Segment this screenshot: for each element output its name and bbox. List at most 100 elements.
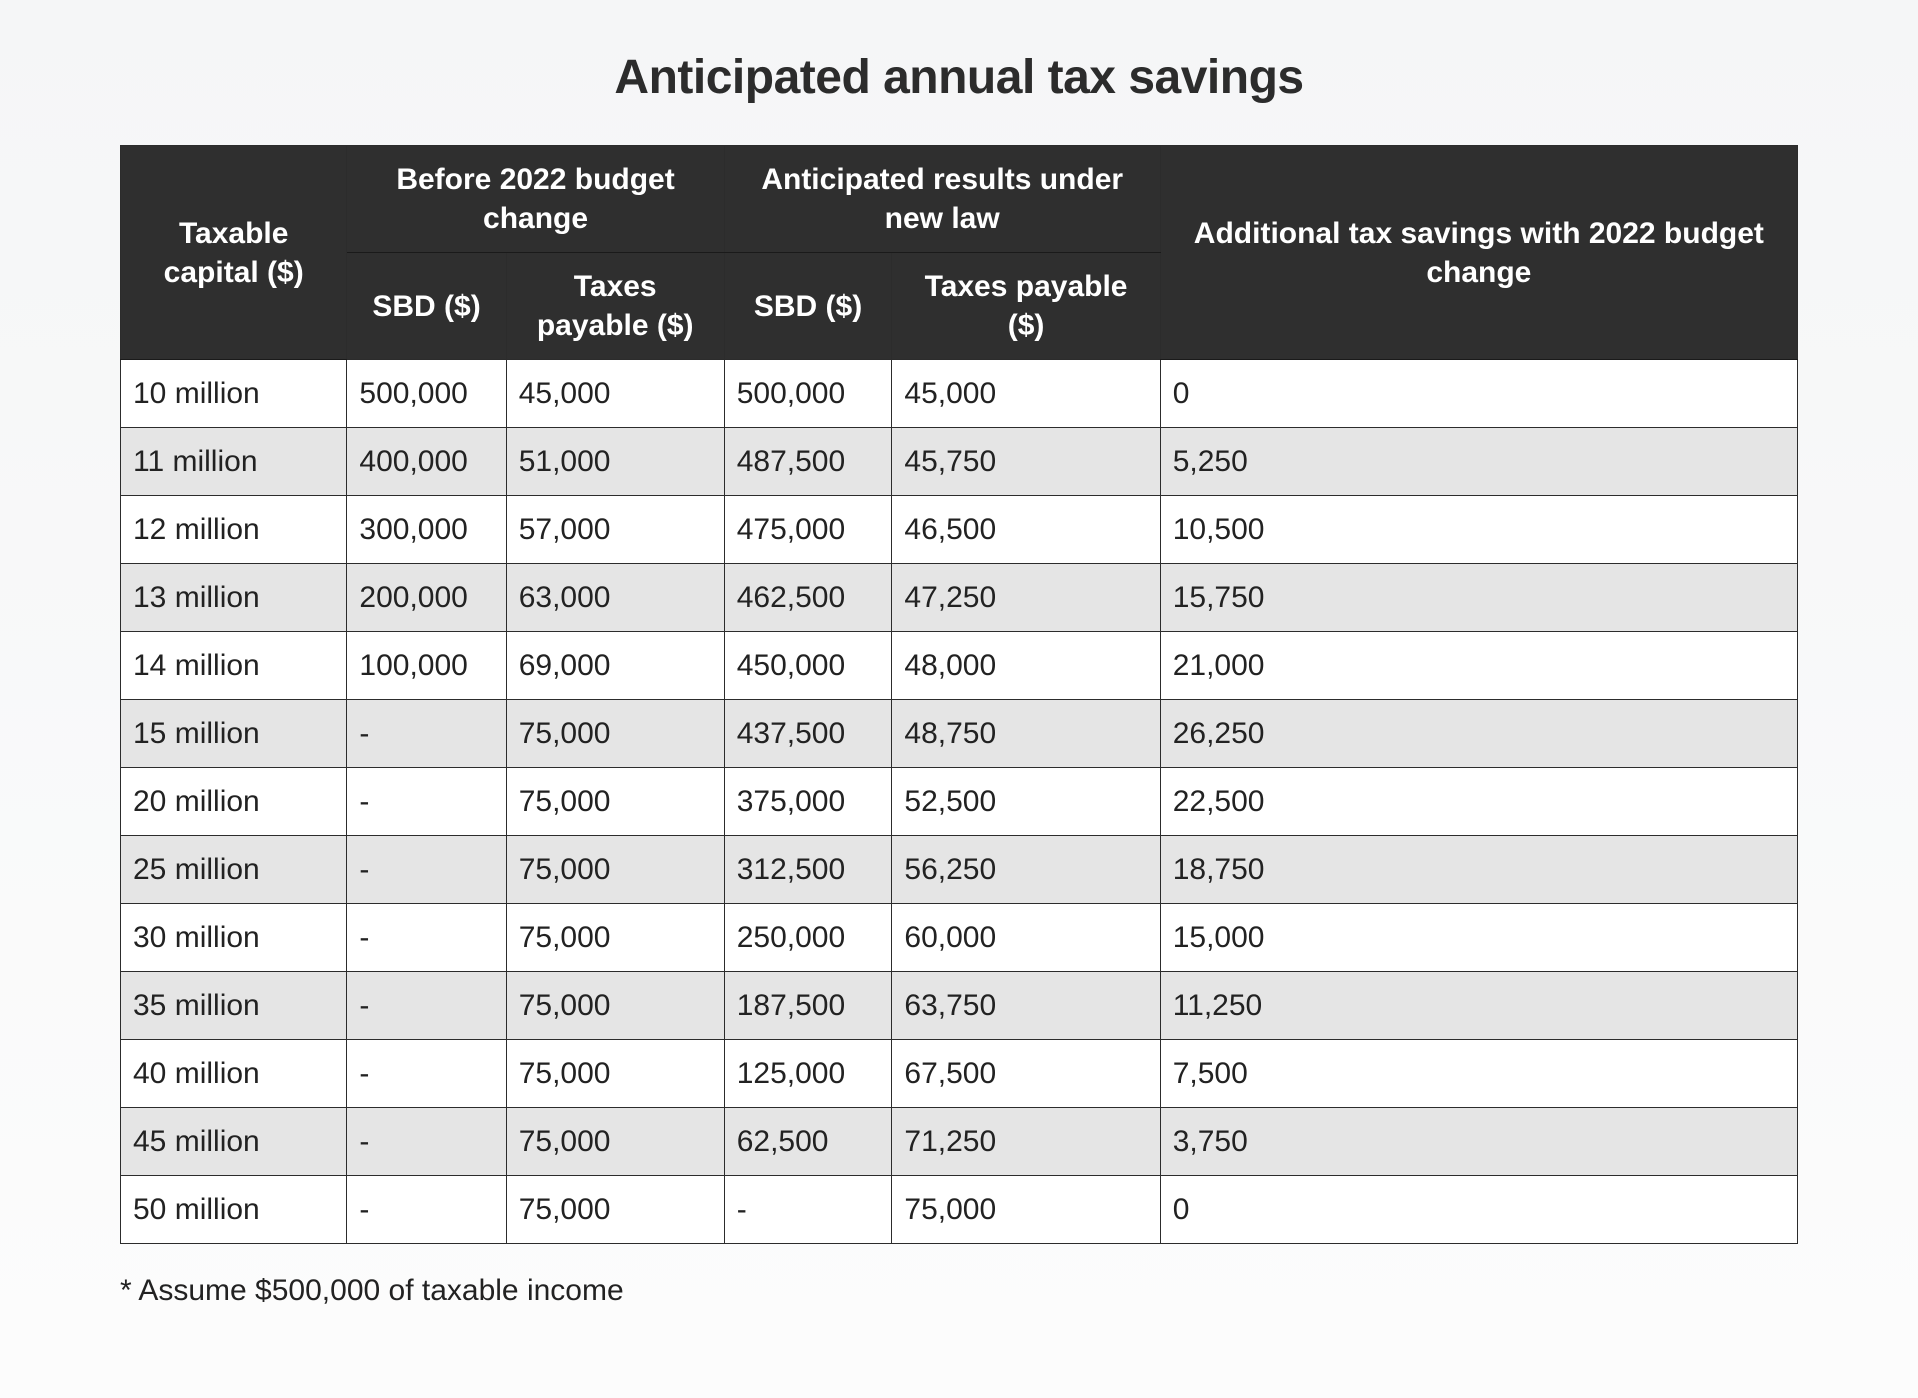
cell-savings: 15,000 <box>1160 904 1797 972</box>
cell-sbd-after: 437,500 <box>724 700 892 768</box>
cell-taxes-after: 47,250 <box>892 564 1160 632</box>
cell-sbd-before: 500,000 <box>347 360 506 428</box>
cell-taxes-before: 75,000 <box>506 836 724 904</box>
cell-sbd-before: - <box>347 972 506 1040</box>
table-body: 10 million 500,000 45,000 500,000 45,000… <box>121 360 1798 1244</box>
cell-sbd-after: 450,000 <box>724 632 892 700</box>
cell-capital: 45 million <box>121 1108 347 1176</box>
cell-savings: 11,250 <box>1160 972 1797 1040</box>
cell-taxes-before: 57,000 <box>506 496 724 564</box>
cell-taxes-before: 63,000 <box>506 564 724 632</box>
cell-savings: 7,500 <box>1160 1040 1797 1108</box>
cell-sbd-before: 300,000 <box>347 496 506 564</box>
col-header-taxes-before: Taxes payable ($) <box>506 253 724 360</box>
cell-capital: 25 million <box>121 836 347 904</box>
table-row: 12 million 300,000 57,000 475,000 46,500… <box>121 496 1798 564</box>
cell-taxes-after: 48,000 <box>892 632 1160 700</box>
cell-sbd-before: - <box>347 1040 506 1108</box>
cell-sbd-after: 312,500 <box>724 836 892 904</box>
cell-savings: 5,250 <box>1160 428 1797 496</box>
cell-sbd-after: 125,000 <box>724 1040 892 1108</box>
cell-capital: 40 million <box>121 1040 347 1108</box>
cell-taxes-after: 52,500 <box>892 768 1160 836</box>
table-row: 13 million 200,000 63,000 462,500 47,250… <box>121 564 1798 632</box>
cell-sbd-before: - <box>347 1176 506 1244</box>
cell-capital: 15 million <box>121 700 347 768</box>
cell-capital: 35 million <box>121 972 347 1040</box>
table-row: 25 million - 75,000 312,500 56,250 18,75… <box>121 836 1798 904</box>
cell-savings: 26,250 <box>1160 700 1797 768</box>
cell-taxes-before: 75,000 <box>506 768 724 836</box>
table-row: 10 million 500,000 45,000 500,000 45,000… <box>121 360 1798 428</box>
col-header-sbd-after: SBD ($) <box>724 253 892 360</box>
cell-capital: 11 million <box>121 428 347 496</box>
cell-taxes-before: 45,000 <box>506 360 724 428</box>
cell-capital: 12 million <box>121 496 347 564</box>
page-container: Anticipated annual tax savings Taxable c… <box>0 0 1918 1398</box>
table-row: 40 million - 75,000 125,000 67,500 7,500 <box>121 1040 1798 1108</box>
cell-taxes-after: 60,000 <box>892 904 1160 972</box>
cell-savings: 10,500 <box>1160 496 1797 564</box>
cell-savings: 22,500 <box>1160 768 1797 836</box>
cell-taxes-before: 75,000 <box>506 700 724 768</box>
cell-sbd-before: 200,000 <box>347 564 506 632</box>
cell-sbd-before: 400,000 <box>347 428 506 496</box>
cell-sbd-before: - <box>347 700 506 768</box>
cell-taxes-after: 56,250 <box>892 836 1160 904</box>
cell-capital: 10 million <box>121 360 347 428</box>
cell-sbd-after: 250,000 <box>724 904 892 972</box>
footnote: * Assume $500,000 of taxable income <box>120 1274 1798 1308</box>
table-row: 20 million - 75,000 375,000 52,500 22,50… <box>121 768 1798 836</box>
cell-savings: 0 <box>1160 1176 1797 1244</box>
cell-savings: 18,750 <box>1160 836 1797 904</box>
cell-sbd-before: - <box>347 768 506 836</box>
col-header-taxable-capital: Taxable capital ($) <box>121 146 347 360</box>
cell-taxes-before: 75,000 <box>506 1108 724 1176</box>
cell-taxes-before: 75,000 <box>506 1176 724 1244</box>
cell-sbd-after: 500,000 <box>724 360 892 428</box>
table-row: 50 million - 75,000 - 75,000 0 <box>121 1176 1798 1244</box>
cell-sbd-after: - <box>724 1176 892 1244</box>
col-header-taxes-after: Taxes payable ($) <box>892 253 1160 360</box>
cell-sbd-before: 100,000 <box>347 632 506 700</box>
cell-sbd-after: 462,500 <box>724 564 892 632</box>
cell-sbd-after: 475,000 <box>724 496 892 564</box>
table-row: 11 million 400,000 51,000 487,500 45,750… <box>121 428 1798 496</box>
tax-savings-table: Taxable capital ($) Before 2022 budget c… <box>120 145 1798 1244</box>
page-title: Anticipated annual tax savings <box>120 50 1798 105</box>
cell-taxes-before: 75,000 <box>506 972 724 1040</box>
col-header-sbd-before: SBD ($) <box>347 253 506 360</box>
cell-taxes-before: 75,000 <box>506 1040 724 1108</box>
cell-sbd-after: 375,000 <box>724 768 892 836</box>
cell-sbd-before: - <box>347 904 506 972</box>
cell-taxes-before: 75,000 <box>506 904 724 972</box>
cell-capital: 20 million <box>121 768 347 836</box>
cell-taxes-before: 69,000 <box>506 632 724 700</box>
table-header: Taxable capital ($) Before 2022 budget c… <box>121 146 1798 360</box>
table-row: 45 million - 75,000 62,500 71,250 3,750 <box>121 1108 1798 1176</box>
cell-sbd-before: - <box>347 836 506 904</box>
cell-savings: 15,750 <box>1160 564 1797 632</box>
cell-sbd-after: 62,500 <box>724 1108 892 1176</box>
cell-capital: 50 million <box>121 1176 347 1244</box>
table-row: 35 million - 75,000 187,500 63,750 11,25… <box>121 972 1798 1040</box>
cell-taxes-after: 45,750 <box>892 428 1160 496</box>
cell-taxes-after: 75,000 <box>892 1176 1160 1244</box>
cell-taxes-after: 63,750 <box>892 972 1160 1040</box>
table-row: 14 million 100,000 69,000 450,000 48,000… <box>121 632 1798 700</box>
cell-sbd-after: 487,500 <box>724 428 892 496</box>
cell-savings: 0 <box>1160 360 1797 428</box>
cell-taxes-before: 51,000 <box>506 428 724 496</box>
cell-savings: 3,750 <box>1160 1108 1797 1176</box>
cell-sbd-before: - <box>347 1108 506 1176</box>
table-row: 30 million - 75,000 250,000 60,000 15,00… <box>121 904 1798 972</box>
col-group-before: Before 2022 budget change <box>347 146 724 253</box>
col-group-after: Anticipated results under new law <box>724 146 1160 253</box>
table-row: 15 million - 75,000 437,500 48,750 26,25… <box>121 700 1798 768</box>
cell-taxes-after: 71,250 <box>892 1108 1160 1176</box>
col-header-savings: Additional tax savings with 2022 budget … <box>1160 146 1797 360</box>
cell-savings: 21,000 <box>1160 632 1797 700</box>
cell-taxes-after: 67,500 <box>892 1040 1160 1108</box>
cell-capital: 30 million <box>121 904 347 972</box>
cell-taxes-after: 46,500 <box>892 496 1160 564</box>
